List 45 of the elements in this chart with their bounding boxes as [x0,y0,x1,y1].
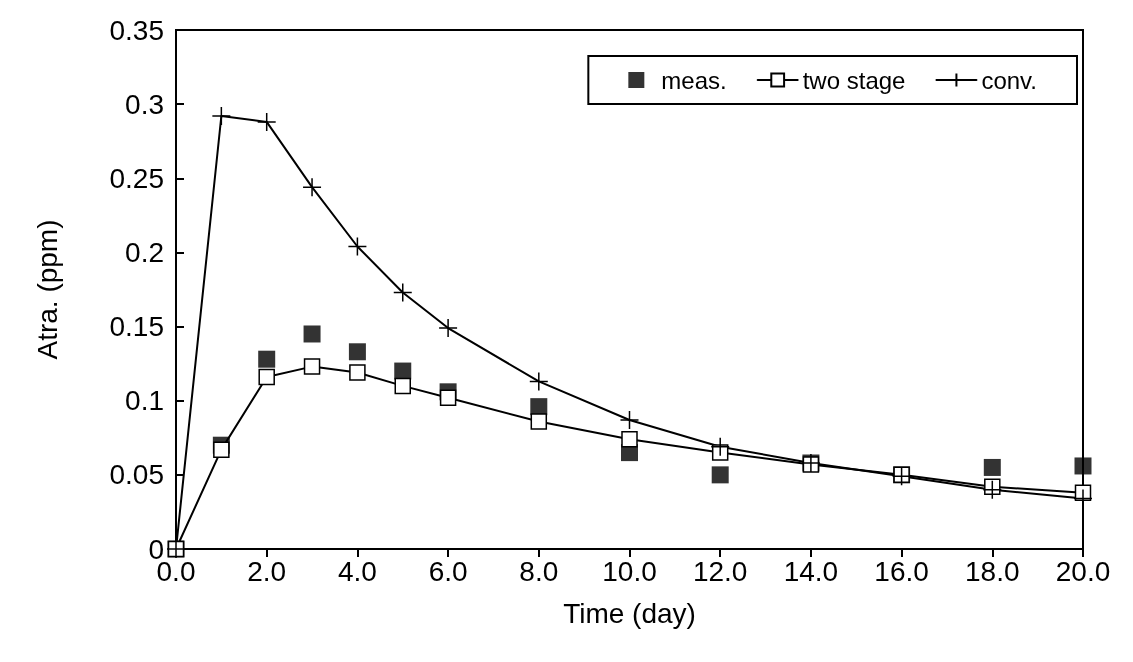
y-tick-label: 0.35 [109,14,164,46]
point [619,410,640,430]
point [347,236,368,257]
x-tick-label: 6.0 [428,555,468,587]
point [982,479,1003,500]
point [258,368,275,386]
legend-label: two stage [802,66,906,94]
legend-label: conv. [981,66,1038,94]
x-tick-label: 8.0 [519,555,559,587]
y-tick-label: 0.05 [109,459,164,491]
y-tick-label: 0.1 [125,385,164,417]
y-tick-label: 0.15 [109,311,164,343]
point [530,413,548,430]
point [711,466,729,484]
point [710,436,730,457]
point [393,282,413,303]
x-tick-label: 2.0 [247,555,287,587]
x-tick-label: 10.0 [602,555,657,587]
x-tick-label: 14.0 [783,555,839,587]
y-tick-label: 0.25 [109,162,164,194]
y-axis-title: Atra. (ppm) [31,219,63,360]
legend-label: meas. [661,66,727,94]
point [438,318,458,338]
x-tick-label: 20.0 [1055,555,1111,587]
point [621,431,638,448]
point [439,389,457,406]
point [529,371,549,392]
point [303,325,321,343]
x-tick-label: 18.0 [965,555,1020,587]
point [1074,457,1092,475]
point [302,177,322,197]
x-tick-label: 4.0 [337,555,377,587]
x-tick-label: 12.0 [692,555,748,587]
point [213,441,230,458]
y-tick-label: 0.3 [125,88,164,120]
point [258,350,276,368]
point [211,106,232,126]
point [983,458,1001,476]
y-tick-label: 0.2 [125,236,164,268]
x-axis-title: Time (day) [563,597,696,629]
point [256,112,277,132]
point [303,358,321,375]
x-tick-label: 16.0 [874,555,929,587]
point [394,377,411,395]
point [348,343,366,361]
